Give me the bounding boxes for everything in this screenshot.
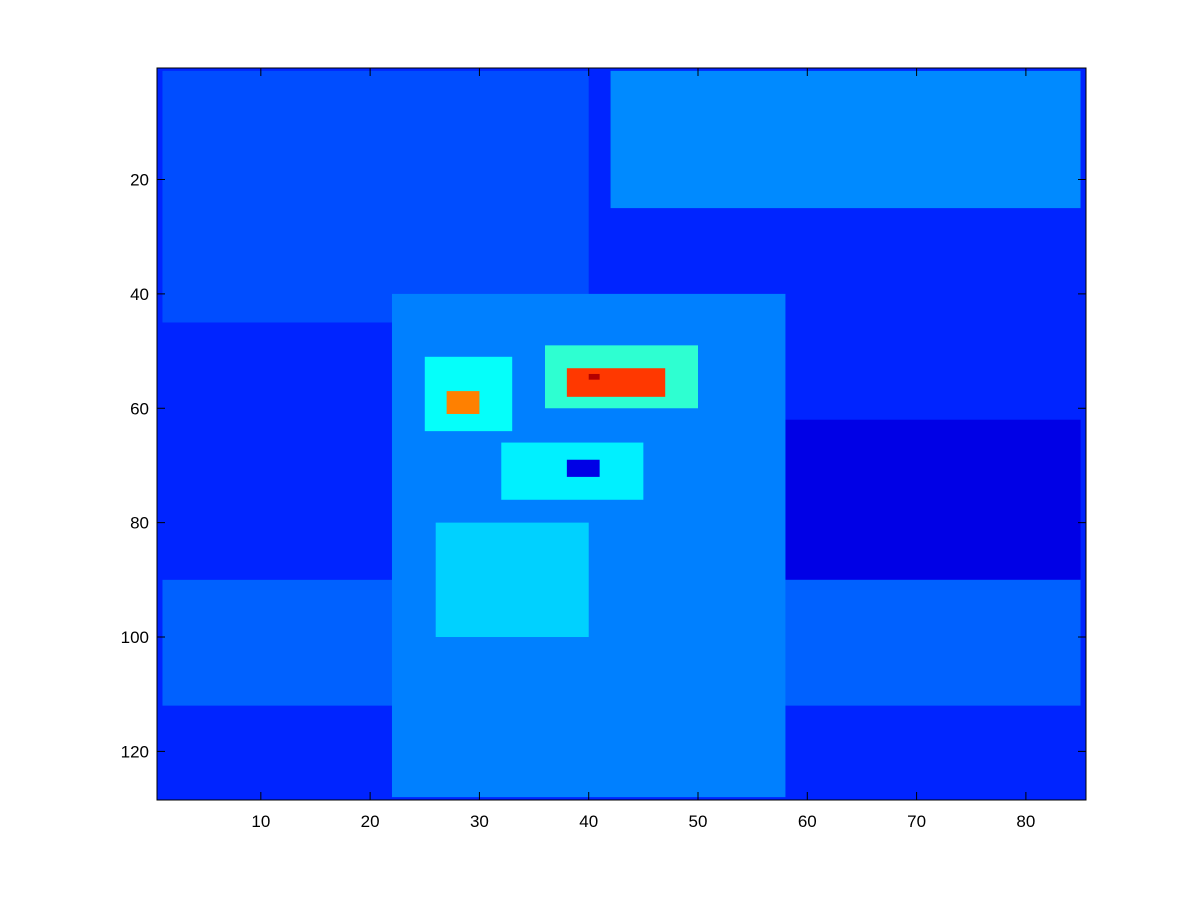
heatmap-region-upper-left-band xyxy=(162,70,589,323)
heatmap-region-mouth-center xyxy=(566,459,600,477)
y-tick-label: 80 xyxy=(130,514,149,533)
y-tick-label: 60 xyxy=(130,399,149,418)
heatmap-region-chin-neck xyxy=(435,522,589,638)
heatmap-region-top-right-streak xyxy=(610,70,1081,209)
x-tick-label: 40 xyxy=(579,812,598,831)
y-tick-label: 20 xyxy=(130,171,149,190)
x-tick-label: 30 xyxy=(470,812,489,831)
x-tick-label: 10 xyxy=(251,812,270,831)
heatmap-cells xyxy=(157,68,1086,800)
y-tick-label: 100 xyxy=(121,628,149,647)
x-tick-label: 60 xyxy=(798,812,817,831)
y-axis: 20 40 60 80 100 120 xyxy=(121,171,1086,761)
heatmap-region-right-eye-peak xyxy=(588,373,600,380)
y-tick-label: 120 xyxy=(121,742,149,761)
heatmap-region-right-eye-hot xyxy=(566,368,666,397)
axes-box xyxy=(156,67,1087,801)
heatmap-region-right-dark-area xyxy=(785,419,1081,580)
x-tick-label: 50 xyxy=(689,812,708,831)
x-tick-label: 70 xyxy=(907,812,926,831)
x-tick-label: 80 xyxy=(1016,812,1035,831)
y-tick-label: 40 xyxy=(130,285,149,304)
x-tick-label: 20 xyxy=(361,812,380,831)
x-axis: 10 20 30 40 50 60 70 80 xyxy=(251,68,1035,831)
heatmap-region-left-eye-hot xyxy=(446,391,480,414)
